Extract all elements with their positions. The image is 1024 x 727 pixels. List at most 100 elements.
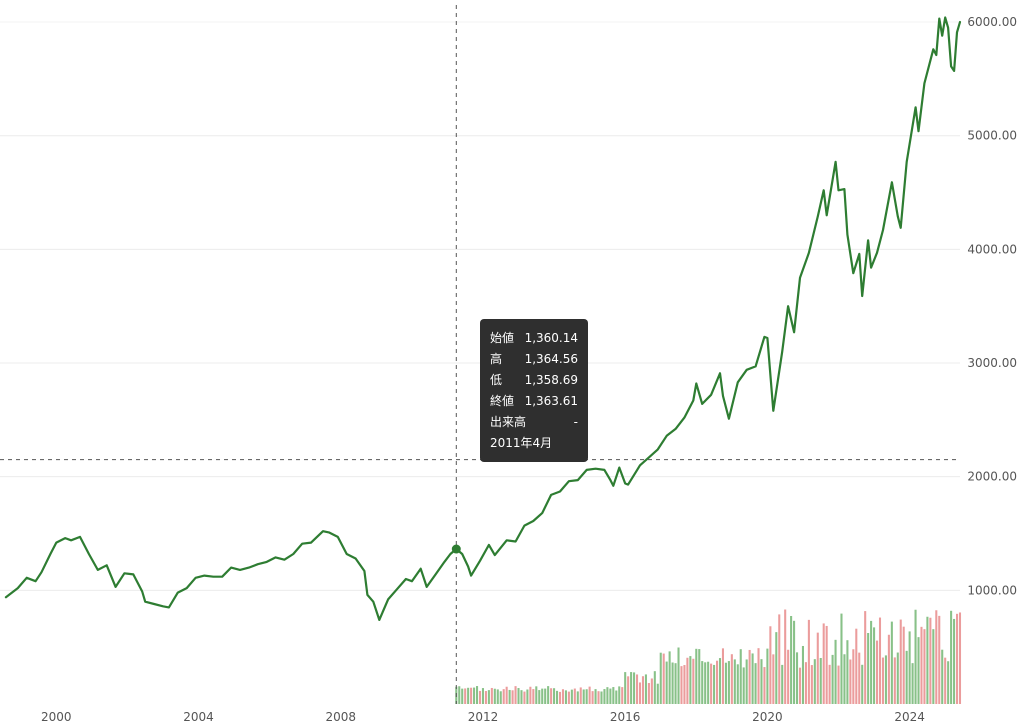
volume-bar bbox=[769, 626, 772, 704]
volume-bar bbox=[653, 671, 656, 704]
volume-bar bbox=[754, 663, 757, 704]
volume-bar bbox=[801, 645, 804, 704]
volume-bar bbox=[668, 651, 671, 704]
volume-bar bbox=[941, 649, 944, 704]
volume-bar bbox=[730, 654, 733, 704]
tooltip-close-value: 1,363.61 bbox=[524, 394, 578, 408]
x-tick-label: 2000 bbox=[41, 710, 72, 723]
volume-bar bbox=[920, 626, 923, 704]
volume-bar bbox=[689, 656, 692, 704]
volume-bar bbox=[656, 683, 659, 704]
volume-bar bbox=[517, 688, 520, 704]
volume-bar bbox=[659, 652, 662, 704]
volume-bar bbox=[467, 687, 470, 704]
volume-bar bbox=[627, 676, 630, 704]
volume-bar bbox=[881, 657, 884, 704]
volume-bar bbox=[461, 688, 464, 704]
volume-bar bbox=[781, 664, 784, 704]
volume-bar bbox=[804, 662, 807, 704]
hover-point bbox=[451, 544, 461, 554]
volume-bar bbox=[499, 691, 502, 704]
volume-bar bbox=[464, 688, 467, 704]
volume-bar bbox=[902, 626, 905, 704]
volume-bar bbox=[721, 648, 724, 704]
volume-bar bbox=[641, 676, 644, 704]
volume-bar bbox=[772, 654, 775, 704]
volume-bar bbox=[561, 689, 564, 704]
tooltip-low-row: 低 1,358.69 bbox=[490, 370, 578, 391]
volume-bar bbox=[870, 620, 873, 704]
volume-bar bbox=[514, 686, 517, 704]
volume-bar bbox=[585, 689, 588, 704]
volume-bar bbox=[884, 655, 887, 704]
volume-bar bbox=[624, 672, 627, 704]
volume-bar bbox=[591, 691, 594, 704]
volume-bar bbox=[798, 667, 802, 704]
volume-bar bbox=[481, 688, 484, 704]
x-axis-labels: 2000 2004 2008 2012 2016 2020 2024 bbox=[41, 710, 925, 724]
y-tick-label: 6000.00 bbox=[967, 15, 1017, 29]
volume-bar bbox=[606, 687, 609, 704]
grid-lines bbox=[0, 21, 960, 591]
volume-bar bbox=[745, 659, 748, 704]
volume-bar bbox=[710, 663, 713, 704]
volume-bar bbox=[633, 672, 636, 704]
volume-bar bbox=[490, 687, 493, 704]
volume-bar bbox=[958, 612, 962, 704]
volume-bar bbox=[511, 690, 514, 704]
y-tick-label: 4000.00 bbox=[967, 242, 1017, 256]
volume-bar bbox=[956, 613, 959, 704]
volume-bar bbox=[713, 664, 716, 704]
volume-bar bbox=[831, 654, 834, 704]
volume-bar bbox=[576, 691, 579, 704]
volume-bar bbox=[736, 664, 739, 704]
volume-bar bbox=[914, 609, 917, 704]
volume-bar bbox=[724, 662, 727, 704]
volume-bar bbox=[825, 625, 828, 704]
volume-bar bbox=[944, 657, 947, 704]
volume-bar bbox=[784, 609, 787, 704]
volume-bar bbox=[899, 619, 902, 704]
volume-bar bbox=[751, 653, 754, 704]
volume-bar bbox=[547, 686, 550, 704]
volume-bar bbox=[508, 689, 511, 704]
volume-bar bbox=[582, 689, 585, 704]
volume-bar bbox=[502, 689, 505, 704]
volume-bar bbox=[680, 666, 683, 704]
volume-bar bbox=[953, 618, 956, 704]
y-tick-label: 3000.00 bbox=[967, 356, 1017, 370]
volume-bar bbox=[739, 649, 742, 704]
volume-bar bbox=[458, 686, 461, 704]
volume-bar bbox=[544, 688, 547, 704]
volume-bar bbox=[932, 629, 935, 704]
volume-bar bbox=[707, 661, 710, 704]
tooltip-volume-label: 出来高 bbox=[490, 415, 527, 429]
volume-bar bbox=[538, 690, 541, 704]
volume-bar bbox=[535, 686, 538, 704]
x-tick-label: 2020 bbox=[752, 710, 783, 723]
volume-bar bbox=[908, 631, 911, 704]
volume-bar bbox=[828, 664, 831, 704]
volume-bar bbox=[864, 611, 867, 704]
volume-bar bbox=[505, 686, 508, 704]
volume-bar bbox=[630, 672, 633, 704]
volume-bar bbox=[890, 621, 893, 704]
volume-bar bbox=[911, 663, 914, 704]
volume-bar bbox=[526, 689, 529, 704]
volume-bar bbox=[929, 617, 932, 704]
volume-bar bbox=[541, 688, 544, 704]
volume-bar bbox=[893, 657, 896, 704]
tooltip-low-label: 低 bbox=[490, 373, 503, 387]
volume-bar bbox=[618, 686, 621, 704]
volume-bar bbox=[553, 688, 556, 704]
x-tick-label: 2024 bbox=[894, 710, 925, 723]
tooltip-low-value: 1,358.69 bbox=[524, 373, 578, 387]
volume-bar bbox=[701, 661, 704, 704]
volume-bar bbox=[476, 686, 479, 704]
volume-bar bbox=[950, 610, 953, 704]
y-tick-label: 5000.00 bbox=[967, 129, 1017, 143]
volume-bar bbox=[819, 657, 822, 704]
volume-bar bbox=[677, 647, 680, 704]
price-series bbox=[4, 16, 962, 622]
